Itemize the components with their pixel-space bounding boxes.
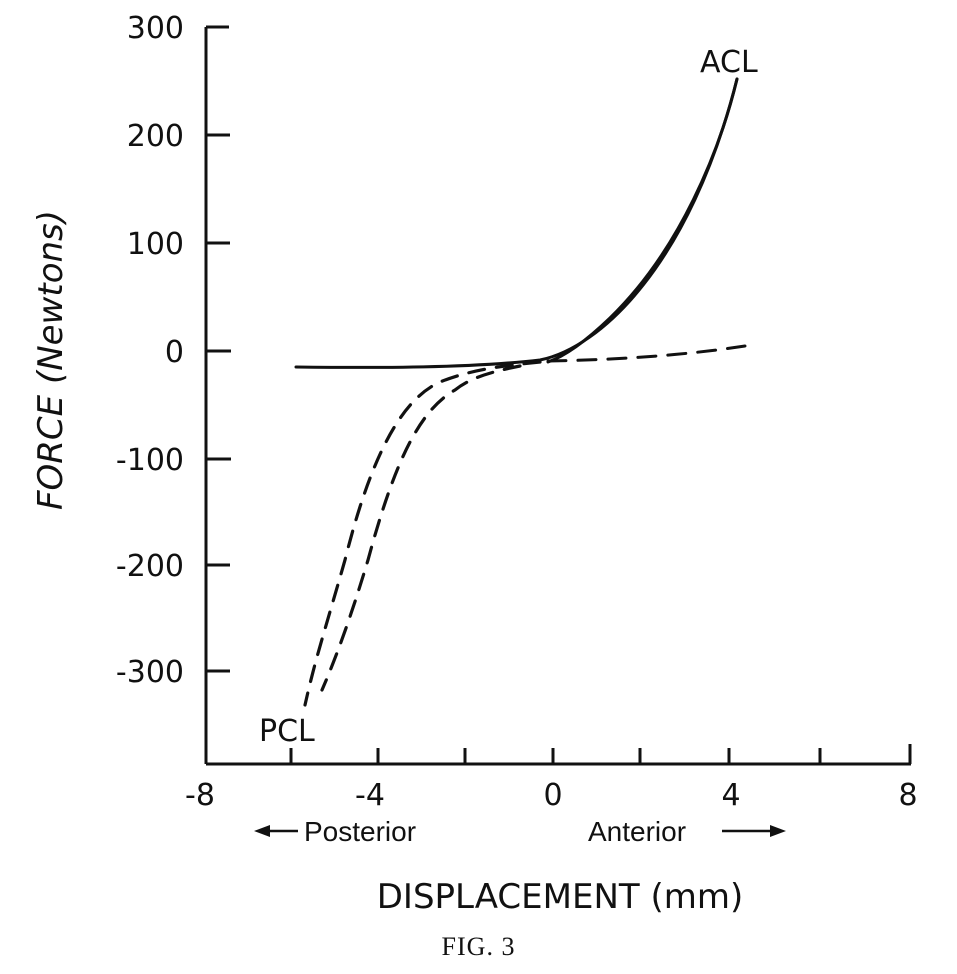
x-tick-label: 4 [721, 778, 740, 813]
arrow-left-head-icon [254, 825, 270, 837]
solid-curve-loading [294, 77, 739, 369]
y-axis-title: FORCE (Newtons) [31, 210, 71, 510]
dashed-curve-pcl-inner [320, 364, 522, 692]
x-axis [206, 744, 912, 766]
arrow-right-head-icon [770, 825, 786, 837]
x-tick-label: -4 [355, 778, 385, 813]
direction-indicators: Posterior Anterior [254, 816, 786, 847]
y-tick-label: 0 [165, 335, 184, 370]
x-tick-label: 0 [543, 778, 562, 813]
x-tick-label: -8 [185, 778, 215, 813]
pcl-label: PCL [259, 714, 315, 749]
y-tick-label: 300 [127, 11, 184, 46]
x-tick-labels: -8 -4 0 4 8 [185, 778, 918, 813]
anterior-label: Anterior [588, 816, 686, 847]
y-tick-label: -300 [116, 655, 184, 690]
figure-caption: FIG. 3 [441, 932, 516, 961]
y-tick-label: 200 [127, 119, 184, 154]
y-tick-labels: 300 200 100 0 -100 -200 -300 [116, 11, 184, 690]
posterior-label: Posterior [304, 816, 416, 847]
solid-curve-unloading [546, 77, 739, 364]
y-axis [204, 25, 231, 764]
x-axis-title: DISPLACEMENT (mm) [377, 877, 744, 917]
acl-label: ACL [700, 45, 758, 80]
x-tick-label: 8 [898, 778, 917, 813]
curves [294, 77, 747, 707]
dashed-curve-anterior [546, 344, 747, 363]
y-tick-label: -200 [116, 549, 184, 584]
y-tick-label: 100 [127, 227, 184, 262]
y-tick-label: -100 [116, 443, 184, 478]
dashed-curve-pcl-outer [303, 360, 542, 707]
